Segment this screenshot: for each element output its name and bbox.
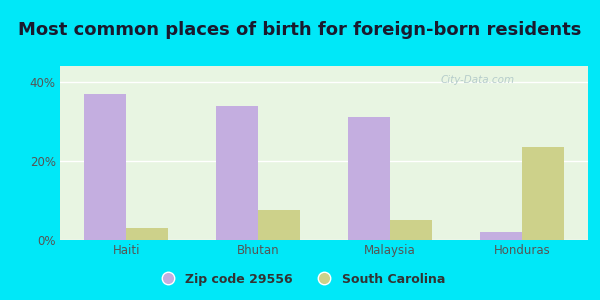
Bar: [390, 220, 432, 240]
Bar: [126, 228, 169, 240]
Bar: [216, 106, 258, 240]
Text: City-Data.com: City-Data.com: [440, 75, 514, 85]
Bar: [258, 210, 300, 240]
Text: Most common places of birth for foreign-born residents: Most common places of birth for foreign-…: [19, 21, 581, 39]
Bar: [348, 117, 390, 240]
Legend: Zip code 29556, South Carolina: Zip code 29556, South Carolina: [150, 268, 450, 291]
Bar: [84, 94, 126, 240]
Bar: [479, 232, 522, 240]
Bar: [522, 147, 564, 240]
